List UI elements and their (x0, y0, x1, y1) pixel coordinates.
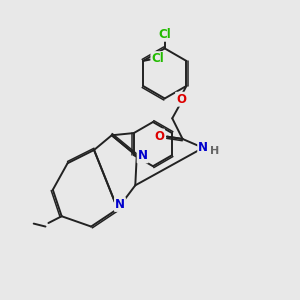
Text: Cl: Cl (158, 28, 171, 41)
Text: O: O (154, 130, 164, 142)
Text: O: O (176, 93, 186, 106)
Text: N: N (138, 149, 148, 162)
Text: N: N (115, 198, 125, 211)
Text: H: H (210, 146, 219, 156)
Text: Cl: Cl (152, 52, 164, 65)
Text: N: N (198, 141, 208, 154)
